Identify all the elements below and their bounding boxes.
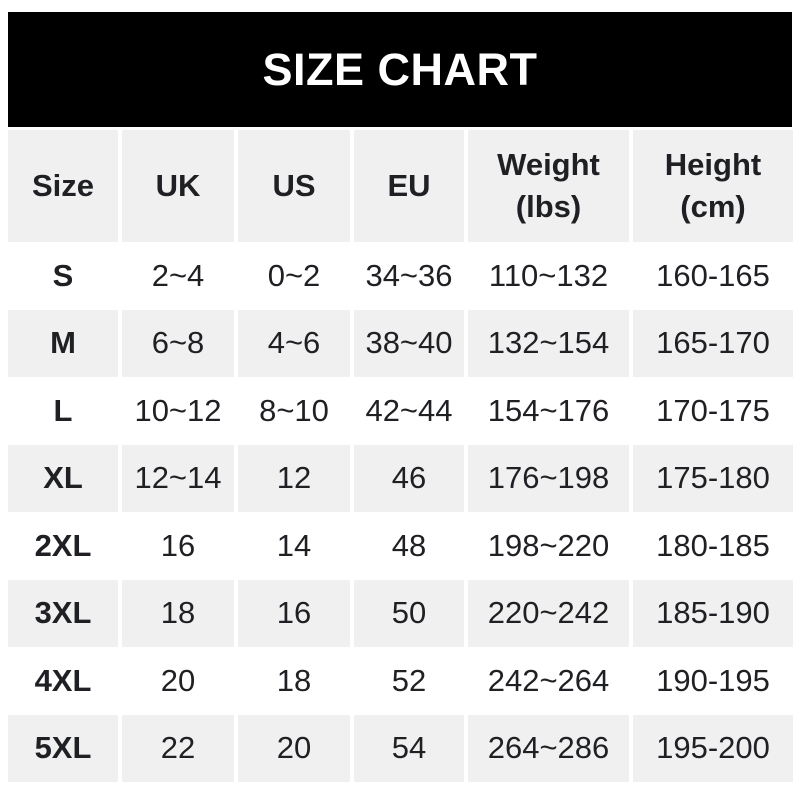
- weight-cell: 242~264: [468, 647, 629, 715]
- table-row-4xl: 4XL 20 18 52 242~264 190-195: [8, 647, 793, 715]
- height-cell: 185-190: [633, 579, 793, 647]
- us-cell: 12: [238, 444, 350, 512]
- size-cell: S: [8, 242, 118, 310]
- weight-cell: 132~154: [468, 309, 629, 377]
- size-cell: 4XL: [8, 647, 118, 715]
- column-header-label: Weight: [497, 147, 600, 183]
- size-chart-table: Size UK US EU Weight (lbs): [4, 130, 797, 782]
- us-cell: 14: [238, 512, 350, 580]
- column-header-sublabel: (cm): [680, 189, 746, 224]
- size-cell: XL: [8, 444, 118, 512]
- us-cell: 4~6: [238, 309, 350, 377]
- uk-cell: 22: [122, 714, 234, 782]
- column-header-size: Size: [8, 130, 118, 242]
- height-cell: 175-180: [633, 444, 793, 512]
- height-cell: 180-185: [633, 512, 793, 580]
- uk-cell: 6~8: [122, 309, 234, 377]
- height-cell: 195-200: [633, 714, 793, 782]
- weight-cell: 220~242: [468, 579, 629, 647]
- column-header-label: US: [272, 168, 316, 204]
- height-cell: 165-170: [633, 309, 793, 377]
- weight-cell: 154~176: [468, 377, 629, 445]
- column-header-us: US: [238, 130, 350, 242]
- uk-cell: 18: [122, 579, 234, 647]
- eu-cell: 52: [354, 647, 464, 715]
- column-header-weight: Weight (lbs): [468, 130, 629, 242]
- column-header-height: Height (cm): [633, 130, 793, 242]
- weight-cell: 110~132: [468, 242, 629, 310]
- table-row-m: M 6~8 4~6 38~40 132~154 165-170: [8, 309, 793, 377]
- eu-cell: 54: [354, 714, 464, 782]
- column-header-uk: UK: [122, 130, 234, 242]
- eu-cell: 50: [354, 579, 464, 647]
- us-cell: 20: [238, 714, 350, 782]
- uk-cell: 20: [122, 647, 234, 715]
- weight-cell: 264~286: [468, 714, 629, 782]
- eu-cell: 48: [354, 512, 464, 580]
- uk-cell: 10~12: [122, 377, 234, 445]
- size-cell: 3XL: [8, 579, 118, 647]
- table-row-l: L 10~12 8~10 42~44 154~176 170-175: [8, 377, 793, 445]
- size-cell: L: [8, 377, 118, 445]
- page-title: SIZE CHART: [262, 43, 538, 95]
- column-header-label: Size: [31, 168, 95, 204]
- header-row: Size UK US EU Weight (lbs): [8, 130, 793, 242]
- us-cell: 18: [238, 647, 350, 715]
- us-cell: 0~2: [238, 242, 350, 310]
- height-cell: 160-165: [633, 242, 793, 310]
- size-cell: 5XL: [8, 714, 118, 782]
- eu-cell: 46: [354, 444, 464, 512]
- uk-cell: 16: [122, 512, 234, 580]
- size-cell: 2XL: [8, 512, 118, 580]
- uk-cell: 2~4: [122, 242, 234, 310]
- us-cell: 8~10: [238, 377, 350, 445]
- table-row-2xl: 2XL 16 14 48 198~220 180-185: [8, 512, 793, 580]
- column-header-eu: EU: [354, 130, 464, 242]
- table-row-xl: XL 12~14 12 46 176~198 175-180: [8, 444, 793, 512]
- size-cell: M: [8, 309, 118, 377]
- column-header-sublabel: (lbs): [515, 189, 582, 224]
- uk-cell: 12~14: [122, 444, 234, 512]
- table-row-s: S 2~4 0~2 34~36 110~132 160-165: [8, 242, 793, 310]
- height-cell: 170-175: [633, 377, 793, 445]
- weight-cell: 176~198: [468, 444, 629, 512]
- eu-cell: 38~40: [354, 309, 464, 377]
- table-row-3xl: 3XL 18 16 50 220~242 185-190: [8, 579, 793, 647]
- us-cell: 16: [238, 579, 350, 647]
- column-header-label: EU: [387, 168, 431, 204]
- column-header-label: UK: [155, 168, 201, 204]
- weight-cell: 198~220: [468, 512, 629, 580]
- title-banner: SIZE CHART: [8, 12, 792, 127]
- eu-cell: 42~44: [354, 377, 464, 445]
- table-row-5xl: 5XL 22 20 54 264~286 195-200: [8, 714, 793, 782]
- column-header-label: Height: [664, 147, 762, 183]
- height-cell: 190-195: [633, 647, 793, 715]
- eu-cell: 34~36: [354, 242, 464, 310]
